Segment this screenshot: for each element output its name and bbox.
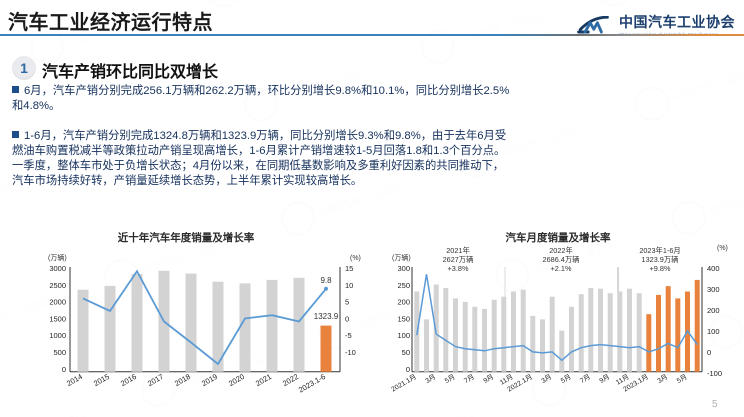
svg-text:2021: 2021 (254, 372, 273, 388)
svg-text:2015: 2015 (92, 372, 111, 388)
svg-text:7月: 7月 (579, 373, 592, 385)
svg-text:0: 0 (707, 348, 711, 357)
svg-text:3月: 3月 (540, 373, 553, 385)
svg-text:200: 200 (707, 306, 720, 315)
svg-text:1323.9: 1323.9 (314, 312, 339, 321)
svg-text:(%): (%) (717, 245, 728, 252)
svg-text:0: 0 (62, 365, 66, 374)
svg-text:0: 0 (406, 365, 410, 374)
svg-text:2627万辆: 2627万辆 (443, 255, 474, 264)
svg-text:+9.8%: +9.8% (650, 264, 671, 273)
svg-text:9月: 9月 (598, 373, 611, 385)
svg-text:250: 250 (397, 281, 410, 290)
svg-text:500: 500 (53, 348, 66, 357)
svg-text:(万辆): (万辆) (48, 253, 67, 262)
svg-text:2014: 2014 (65, 372, 84, 388)
svg-text:2017: 2017 (146, 372, 165, 388)
svg-text:150: 150 (397, 314, 410, 323)
svg-text:300: 300 (707, 285, 720, 294)
svg-text:2016: 2016 (119, 372, 138, 388)
svg-text:100: 100 (397, 331, 410, 340)
svg-text:5月: 5月 (443, 373, 456, 385)
svg-text:5月: 5月 (559, 373, 572, 385)
svg-text:2686.4万辆: 2686.4万辆 (543, 255, 580, 264)
svg-text:400: 400 (707, 264, 720, 273)
svg-text:10: 10 (345, 281, 353, 290)
svg-text:2021.1月: 2021.1月 (390, 373, 418, 394)
svg-text:5: 5 (345, 298, 349, 307)
svg-text:1323.9万辆: 1323.9万辆 (642, 255, 679, 264)
svg-text:100: 100 (707, 327, 720, 336)
svg-text:2018: 2018 (173, 372, 192, 388)
svg-text:9月: 9月 (482, 373, 495, 385)
svg-text:+3.8%: +3.8% (448, 264, 469, 273)
svg-text:2500: 2500 (49, 281, 66, 290)
svg-text:7月: 7月 (463, 373, 476, 385)
svg-text:200: 200 (397, 298, 410, 307)
svg-text:-5: -5 (345, 331, 352, 340)
svg-text:-10: -10 (345, 348, 356, 357)
svg-text:2021年: 2021年 (446, 246, 470, 255)
svg-text:2020: 2020 (227, 372, 246, 388)
svg-text:1000: 1000 (49, 331, 66, 340)
svg-text:(万辆): (万辆) (392, 253, 411, 262)
svg-text:300: 300 (397, 264, 410, 273)
svg-text:15: 15 (345, 264, 353, 273)
svg-text:-100: -100 (707, 369, 722, 378)
svg-text:(%): (%) (350, 255, 361, 262)
svg-text:3月: 3月 (656, 373, 669, 385)
svg-text:2019: 2019 (200, 372, 219, 388)
svg-text:2022年: 2022年 (549, 246, 573, 255)
svg-text:50: 50 (402, 348, 410, 357)
svg-text:0: 0 (345, 314, 349, 323)
svg-text:3000: 3000 (49, 264, 66, 273)
svg-text:2000: 2000 (49, 298, 66, 307)
svg-text:+2.1%: +2.1% (551, 264, 572, 273)
svg-text:1500: 1500 (49, 314, 66, 323)
svg-text:2023年1-6月: 2023年1-6月 (639, 246, 680, 255)
svg-text:5月: 5月 (675, 373, 688, 385)
svg-text:2023.1-6: 2023.1-6 (297, 372, 327, 395)
svg-text:9.8: 9.8 (320, 276, 332, 285)
svg-text:3月: 3月 (424, 373, 437, 385)
